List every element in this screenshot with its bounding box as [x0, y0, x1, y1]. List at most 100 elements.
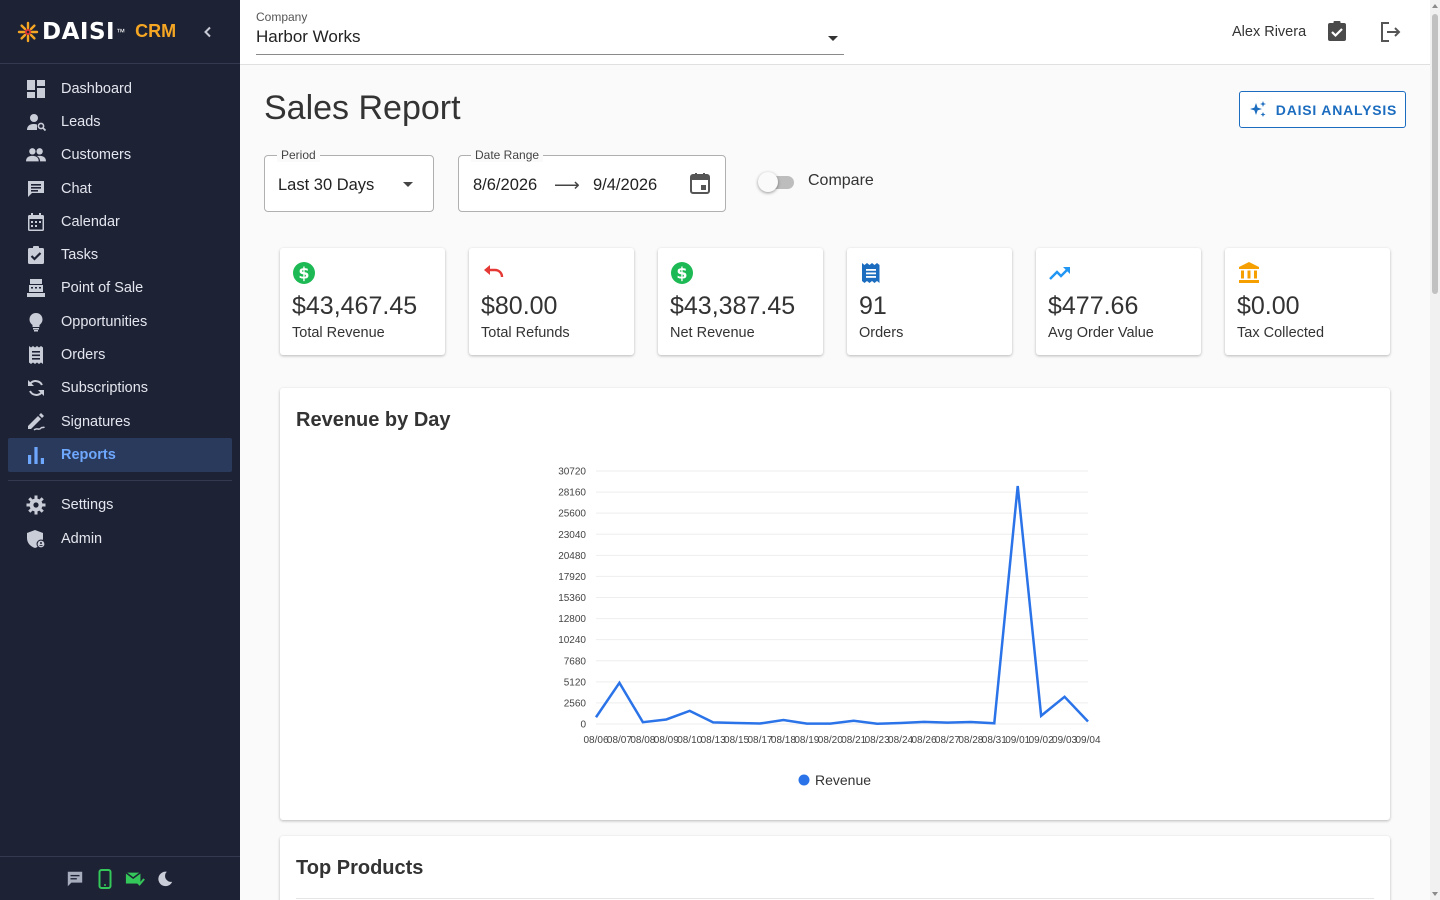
x-tick-label: 09/04	[1075, 735, 1100, 746]
date-end-input[interactable]: 9/4/2026	[593, 176, 658, 194]
collapse-sidebar-button[interactable]	[198, 22, 218, 42]
daisi-analysis-button[interactable]: DAISI ANALYSIS	[1239, 91, 1406, 128]
page-scrollbar[interactable]	[1430, 0, 1440, 900]
task-check-icon	[26, 245, 46, 265]
scroll-down-arrow-icon[interactable]	[1432, 892, 1438, 896]
dropdown-caret-icon	[828, 36, 838, 41]
x-tick-label: 08/26	[911, 735, 936, 746]
compare-label: Compare	[808, 172, 874, 189]
receipt-icon	[26, 345, 46, 365]
sidebar-item-opportunities[interactable]: Opportunities	[0, 305, 232, 338]
x-tick-label: 08/23	[865, 735, 890, 746]
x-tick-label: 08/10	[677, 735, 702, 746]
daisi-logo-icon	[17, 21, 39, 42]
chat-bubble-icon[interactable]	[65, 869, 85, 889]
scroll-up-arrow-icon[interactable]	[1432, 4, 1438, 8]
sidebar-item-subscriptions[interactable]: Subscriptions	[0, 372, 232, 405]
sidebar-item-admin[interactable]: Admin	[0, 522, 232, 555]
y-tick-label: 20480	[558, 551, 586, 562]
x-tick-label: 09/02	[1029, 735, 1054, 746]
sidebar-item-label: Customers	[61, 147, 132, 164]
kpi-value: $43,387.45	[670, 292, 796, 320]
sidebar-item-calendar[interactable]: Calendar	[0, 205, 232, 238]
sidebar-item-signatures[interactable]: Signatures	[0, 405, 232, 438]
scroll-thumb[interactable]	[1432, 14, 1438, 294]
sidebar-item-settings[interactable]: Settings	[0, 489, 232, 522]
person-search-icon	[26, 112, 46, 132]
sidebar-item-dashboard[interactable]: Dashboard	[0, 72, 232, 105]
date-range-label: Date Range	[471, 148, 544, 162]
revenue-chart-card: Revenue by Day 0 2560 5120 7680 10240 12800 15…	[280, 388, 1390, 820]
calendar-icon	[690, 173, 710, 194]
x-tick-label: 08/27	[935, 735, 960, 746]
x-tick-label: 08/15	[724, 735, 749, 746]
brand-header: DAISI ™ CRM	[0, 0, 240, 64]
dollar-circle-icon: $	[671, 262, 693, 284]
compare-toggle[interactable]	[758, 172, 796, 192]
mobile-phone-icon[interactable]	[95, 868, 115, 889]
x-tick-label: 08/07	[607, 735, 632, 746]
series-line-revenue	[594, 485, 1089, 726]
chevron-left-icon	[204, 26, 211, 38]
sidebar-item-label: Orders	[61, 347, 106, 364]
calendar-icon	[26, 212, 46, 232]
mail-check-icon[interactable]	[125, 869, 145, 889]
date-range-field: Date Range 8/6/2026 ⟶ 9/4/2026	[458, 148, 726, 212]
company-select[interactable]: Company Harbor Works	[256, 10, 844, 55]
x-tick-label: 08/09	[654, 735, 679, 746]
sidebar-item-chat[interactable]: Chat	[0, 172, 232, 205]
kpi-label: Total Refunds	[481, 325, 570, 341]
main-content: Sales Report DAISI ANALYSIS Period Last …	[240, 65, 1430, 900]
sidebar-item-orders[interactable]: Orders	[0, 338, 232, 371]
kpi-label: Net Revenue	[670, 325, 755, 341]
y-tick-label: 28160	[558, 488, 586, 499]
sidebar-item-label: Calendar	[61, 213, 120, 230]
undo-icon	[484, 265, 504, 278]
kpi-label: Orders	[859, 325, 904, 341]
sidebar-item-label: Signatures	[61, 413, 131, 430]
calendar-picker-button[interactable]	[689, 172, 711, 194]
refresh-icon	[26, 378, 46, 398]
svg-text:$: $	[676, 264, 687, 283]
legend-marker	[798, 774, 810, 786]
kpi-card-net-revenue: $ $43,387.45 Net Revenue	[658, 248, 823, 355]
user-name: Alex Rivera	[1232, 24, 1307, 40]
top-products-title: Top Products	[296, 857, 424, 879]
signature-icon	[26, 412, 46, 432]
brand-name: DAISI	[42, 18, 116, 45]
sidebar-item-reports[interactable]: Reports	[8, 438, 232, 472]
sidebar-item-label: Point of Sale	[61, 280, 144, 297]
kpi-value: $80.00	[481, 292, 558, 320]
sidebar-nav: Dashboard Leads Customers Chat Calendar …	[0, 64, 240, 555]
sidebar-item-tasks[interactable]: Tasks	[0, 238, 232, 271]
svg-text:$: $	[298, 264, 309, 283]
dark-mode-icon[interactable]	[155, 869, 175, 889]
sidebar-item-label: Reports	[61, 446, 116, 463]
logout-button[interactable]	[1378, 20, 1402, 44]
period-select[interactable]: Period Last 30 Days	[264, 148, 434, 212]
kpi-card-total-revenue: $ $43,467.45 Total Revenue	[280, 248, 445, 355]
register-icon	[26, 278, 46, 298]
chart-title: Revenue by Day	[296, 409, 451, 431]
y-tick-label: 7680	[564, 656, 587, 667]
date-start-input[interactable]: 8/6/2026	[473, 176, 538, 194]
clipboard-check-icon	[1328, 21, 1346, 41]
top-products-card: Top Products	[280, 836, 1390, 900]
bank-icon	[1239, 262, 1259, 283]
kpi-label: Avg Order Value	[1048, 325, 1154, 341]
kpi-card-orders: 91 Orders	[847, 248, 1012, 355]
revenue-line-chart: 0 2560 5120 7680 10240 12800 15360 17920 20480 23…	[558, 467, 1101, 789]
daisi-analysis-label: DAISI ANALYSIS	[1275, 101, 1398, 118]
x-tick-label: 08/24	[888, 735, 913, 746]
sidebar-item-customers[interactable]: Customers	[0, 139, 232, 172]
sidebar-footer	[0, 856, 240, 900]
page-title: Sales Report	[264, 89, 461, 127]
company-value: Harbor Works	[256, 27, 361, 46]
sidebar-item-point-of-sale[interactable]: Point of Sale	[0, 272, 232, 305]
tasks-button[interactable]	[1326, 20, 1348, 42]
x-tick-label: 08/21	[841, 735, 866, 746]
kpi-card-tax-collected: $0.00 Tax Collected	[1225, 248, 1390, 355]
toggle-knob	[758, 172, 778, 192]
y-tick-label: 5120	[564, 677, 587, 688]
sidebar-item-leads[interactable]: Leads	[0, 105, 232, 138]
